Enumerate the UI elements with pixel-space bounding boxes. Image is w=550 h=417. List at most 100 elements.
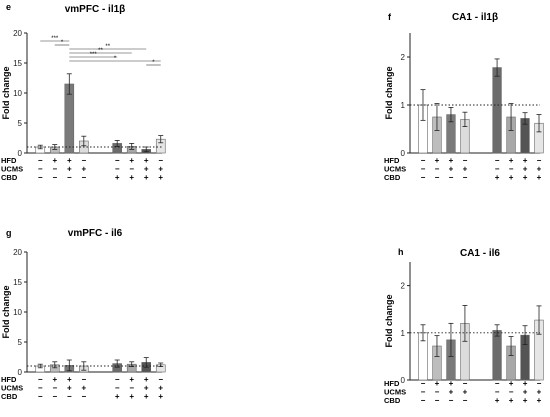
condition-sign: + — [115, 173, 120, 182]
condition-sign: + — [144, 165, 149, 174]
condition-sign: + — [523, 388, 528, 397]
condition-row-label: CBD — [1, 173, 18, 182]
condition-sign: − — [129, 384, 134, 393]
condition-sign: − — [38, 375, 43, 384]
condition-sign: − — [495, 156, 500, 165]
condition-sign: − — [52, 165, 57, 174]
condition-sign: + — [537, 173, 542, 182]
y-tick-label: 2 — [401, 282, 406, 291]
condition-sign: + — [129, 156, 134, 165]
y-tick-label: 15 — [13, 278, 22, 287]
condition-sign: − — [158, 156, 163, 165]
condition-sign: − — [435, 396, 440, 405]
condition-sign: − — [81, 156, 86, 165]
condition-sign: + — [523, 173, 528, 182]
condition-sign: − — [81, 392, 86, 401]
condition-sign: − — [81, 375, 86, 384]
condition-sign: − — [463, 156, 468, 165]
condition-sign: − — [115, 156, 120, 165]
condition-sign: + — [509, 173, 514, 182]
condition-sign: − — [38, 165, 43, 174]
condition-sign: + — [158, 392, 163, 401]
panel-letter: f — [388, 12, 392, 22]
condition-sign: + — [495, 396, 500, 405]
condition-sign: − — [509, 388, 514, 397]
y-tick-label: 0 — [401, 376, 406, 385]
condition-sign: − — [495, 379, 500, 388]
condition-sign: − — [449, 396, 454, 405]
condition-row-label: UCMS — [1, 384, 23, 393]
significance-label: *** — [51, 36, 59, 42]
condition-sign: − — [435, 388, 440, 397]
y-tick-label: 20 — [13, 29, 22, 38]
y-axis-label: Fold change — [384, 66, 394, 119]
y-tick-label: 10 — [13, 308, 22, 317]
y-tick-label: 1 — [401, 329, 406, 338]
condition-sign: − — [38, 384, 43, 393]
significance-label: * — [114, 56, 117, 62]
condition-sign: − — [509, 165, 514, 174]
condition-sign: − — [537, 379, 542, 388]
condition-sign: + — [449, 379, 454, 388]
condition-sign: − — [52, 384, 57, 393]
y-axis-label: Fold change — [384, 294, 394, 347]
condition-sign: + — [463, 388, 468, 397]
condition-sign: − — [421, 156, 426, 165]
panel-letter: e — [6, 2, 11, 12]
condition-sign: + — [129, 392, 134, 401]
condition-sign: + — [81, 384, 86, 393]
condition-sign: − — [435, 165, 440, 174]
panel-letter: h — [398, 247, 404, 257]
condition-sign: + — [52, 156, 57, 165]
y-tick-label: 10 — [13, 89, 22, 98]
condition-sign: + — [449, 165, 454, 174]
condition-row-label: HFD — [1, 156, 17, 165]
condition-sign: + — [67, 156, 72, 165]
panel-title: vmPFC - il6 — [68, 228, 123, 239]
condition-sign: − — [115, 384, 120, 393]
bar — [492, 67, 502, 154]
condition-sign: + — [523, 156, 528, 165]
condition-sign: + — [435, 156, 440, 165]
condition-sign: + — [129, 375, 134, 384]
condition-sign: − — [495, 165, 500, 174]
condition-sign: − — [38, 173, 43, 182]
significance-label: ** — [105, 44, 110, 50]
condition-sign: − — [421, 379, 426, 388]
condition-sign: − — [435, 173, 440, 182]
condition-sign: + — [158, 165, 163, 174]
condition-sign: − — [537, 156, 542, 165]
condition-sign: + — [129, 173, 134, 182]
condition-sign: + — [67, 384, 72, 393]
condition-sign: + — [523, 396, 528, 405]
y-axis-label: Fold change — [1, 66, 11, 119]
condition-sign: + — [523, 165, 528, 174]
condition-sign: − — [38, 156, 43, 165]
condition-sign: − — [449, 173, 454, 182]
condition-sign: + — [495, 173, 500, 182]
condition-row-label: UCMS — [384, 388, 406, 397]
condition-sign: − — [52, 392, 57, 401]
y-tick-label: 15 — [13, 59, 22, 68]
condition-sign: + — [144, 173, 149, 182]
condition-sign: − — [115, 375, 120, 384]
significance-label: ** — [98, 48, 103, 54]
condition-sign: − — [463, 173, 468, 182]
condition-sign: − — [129, 165, 134, 174]
condition-sign: + — [144, 156, 149, 165]
y-tick-label: 5 — [18, 338, 23, 347]
condition-sign: + — [52, 375, 57, 384]
condition-sign: + — [115, 392, 120, 401]
panel-title: CA1 - il6 — [460, 248, 500, 259]
condition-row-label: HFD — [1, 375, 17, 384]
condition-sign: − — [421, 173, 426, 182]
panel-letter: g — [6, 228, 12, 238]
condition-sign: + — [158, 384, 163, 393]
condition-row-label: UCMS — [1, 165, 23, 174]
condition-sign: − — [52, 173, 57, 182]
condition-sign: − — [421, 388, 426, 397]
condition-sign: − — [67, 173, 72, 182]
condition-sign: − — [495, 388, 500, 397]
